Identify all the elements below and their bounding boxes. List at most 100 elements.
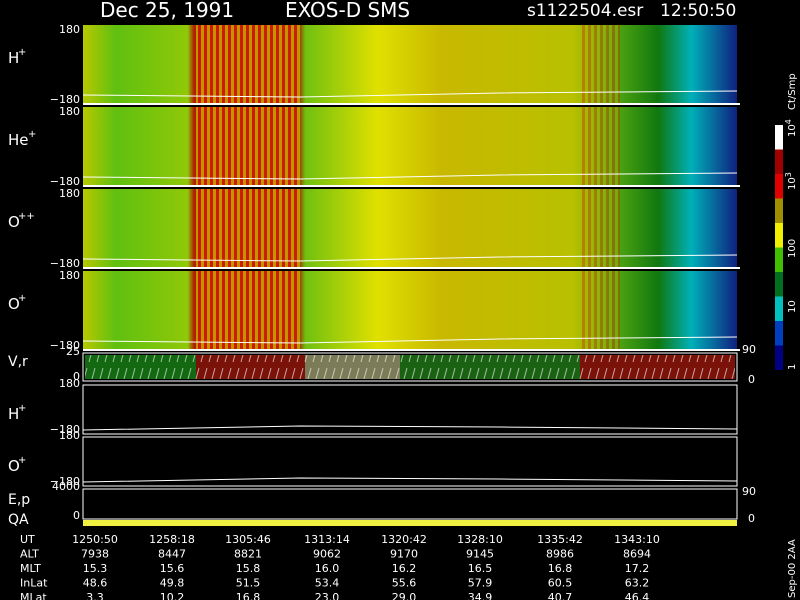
high-flux-band [196, 271, 300, 349]
high-flux-band [196, 107, 300, 185]
tick-base: 10 [787, 300, 798, 313]
table-cell: 8694 [623, 548, 651, 561]
table-cell: 15.6 [160, 562, 185, 575]
table-cell: 46.4 [625, 591, 650, 600]
table-cell: 9170 [390, 548, 418, 561]
y2-tick-label: 90 [742, 485, 756, 498]
file: s1122504.esr [527, 1, 643, 21]
tick-base: 1 [787, 364, 798, 370]
y-tick-label: 180 [59, 105, 80, 118]
colorbar-tick-label: 104 [784, 119, 798, 137]
table-cell: 8447 [158, 548, 186, 561]
spectrogram [83, 271, 737, 349]
panel-label: E,p [8, 492, 30, 508]
colorbar-segment [775, 149, 783, 174]
y2-tick-label: 0 [748, 512, 755, 525]
y-tick-label: −180 [50, 257, 80, 270]
panel-label: H [8, 49, 19, 67]
spectrogram [83, 107, 737, 185]
table-cell: 53.4 [315, 577, 340, 590]
table-cell: 16.0 [315, 562, 340, 575]
y2-tick-label: 90 [742, 343, 756, 356]
y-tick-label: 180 [59, 23, 80, 36]
panel-label: O [8, 457, 20, 475]
date: Dec 25, 1991 [100, 0, 234, 22]
qa-strip [83, 520, 737, 526]
header: Dec 25, 1991 EXOS-D SMS s1122504.esr 12:… [100, 0, 736, 22]
instrument: EXOS-D SMS [285, 0, 410, 22]
y-tick-label: 180 [59, 377, 80, 390]
spectrogram [83, 25, 737, 103]
panel-label-sup: + [18, 47, 26, 58]
panel-label-sup: + [18, 293, 26, 304]
colorbar-tick-label: 1 [787, 364, 798, 370]
colorbar-segment [775, 345, 783, 370]
tick-base: 10 [787, 124, 798, 137]
line-panel [82, 436, 738, 487]
table-cell: 55.6 [392, 577, 417, 590]
y-tick-label: −180 [50, 93, 80, 106]
vr-arrows [580, 355, 735, 379]
table-cell: 1335:42 [537, 533, 583, 546]
row-label: InLat [20, 577, 48, 590]
high-flux-band [580, 107, 620, 185]
table-cell: 16.5 [468, 562, 493, 575]
table-cell: 9145 [466, 548, 494, 561]
y-tick-label: 180 [59, 187, 80, 200]
table-cell: 16.2 [392, 562, 417, 575]
table-cell: 16.8 [548, 562, 573, 575]
table-cell: 40.7 [548, 591, 573, 600]
table-cell: 1250:50 [72, 533, 118, 546]
colorbar-unit: Ct/Smp [787, 73, 798, 110]
row-label: MLT [20, 562, 41, 575]
line-panel [82, 384, 738, 435]
y-tick-label: 180 [59, 429, 80, 442]
row-label: ALT [20, 548, 39, 561]
colorbar-segment [775, 296, 783, 321]
vr-arrows [85, 355, 196, 379]
table-cell: 23.0 [315, 591, 340, 600]
panel-label-sup: + [18, 403, 26, 414]
high-flux-band [580, 25, 620, 103]
y-tick-label: −180 [50, 423, 80, 436]
ep-panel [82, 488, 738, 520]
vr-arrows [305, 355, 400, 379]
high-flux-band [196, 189, 300, 267]
trace [82, 254, 738, 262]
row-label: UT [20, 533, 35, 546]
table-cell: 1313:14 [304, 533, 350, 546]
vr-arrows [400, 355, 580, 379]
panel-label-sup: + [28, 129, 36, 140]
table-cell: 49.8 [160, 577, 185, 590]
y-tick-label: 25 [66, 345, 80, 358]
y-tick-label: −180 [50, 175, 80, 188]
trace [82, 425, 738, 431]
spectrogram [83, 189, 737, 267]
table-cell: 15.8 [236, 562, 261, 575]
trace [82, 477, 738, 483]
table-cell: 1328:10 [457, 533, 503, 546]
high-flux-band [580, 189, 620, 267]
table-cell: 48.6 [83, 577, 108, 590]
colorbar-segment [775, 272, 783, 297]
high-flux-band [196, 25, 300, 103]
tick-exp: 3 [784, 172, 793, 177]
vr-arrows [196, 355, 305, 379]
panel-label: V,r [8, 354, 28, 370]
colorbar-segment [775, 223, 783, 248]
colorbar-tick-label: 103 [784, 172, 798, 190]
table-cell: 60.5 [548, 577, 573, 590]
table-cell: 57.9 [468, 577, 493, 590]
colorbar-segment [775, 174, 783, 199]
y-tick-label: −180 [50, 475, 80, 488]
footer: Sep-00 2AA [787, 539, 798, 598]
table-cell: 9062 [313, 548, 341, 561]
y-tick-label: 4000 [52, 480, 80, 493]
table-cell: 1343:10 [614, 533, 660, 546]
table-cell: 17.2 [625, 562, 650, 575]
y-tick-label: 0 [73, 370, 80, 383]
panel-label: O [8, 295, 20, 313]
tick-base: 10 [787, 177, 798, 190]
panel-label-sup: + [18, 455, 26, 466]
